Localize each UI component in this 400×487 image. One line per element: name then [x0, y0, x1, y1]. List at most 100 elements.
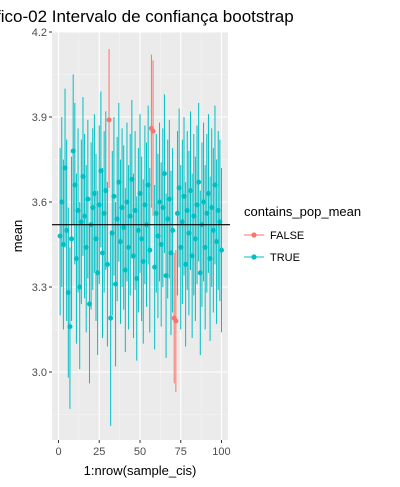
mean-point-true: [140, 259, 146, 264]
mean-point-true: [157, 199, 163, 205]
mean-point-true: [132, 208, 138, 213]
mean-point-true: [113, 281, 119, 287]
mean-point-true: [127, 213, 133, 219]
y-axis-title: mean: [10, 220, 25, 253]
x-tick-label: 75: [175, 446, 187, 458]
y-tick-label: 3.6: [32, 197, 47, 209]
mean-point-true: [64, 227, 70, 233]
y-tick-label: 3.0: [32, 367, 47, 379]
mean-point-true: [152, 264, 158, 270]
legend-key-dot-true: [251, 254, 257, 260]
x-tick-label: 50: [134, 446, 146, 458]
mean-point-true: [93, 236, 99, 242]
mean-point-true: [170, 227, 176, 233]
mean-point-true: [197, 270, 203, 276]
mean-point-true: [119, 205, 125, 211]
legend-label-false: FALSE: [270, 230, 304, 242]
mean-point-true: [176, 185, 182, 191]
mean-point-true: [135, 227, 141, 233]
mean-point-true: [60, 242, 66, 247]
mean-point-true: [161, 171, 167, 177]
mean-point-true: [82, 213, 88, 219]
mean-point-true: [178, 244, 184, 250]
y-tick-label: 4.2: [32, 27, 47, 39]
mean-point-true: [134, 276, 140, 281]
mean-point-true: [155, 233, 161, 239]
mean-point-true: [212, 182, 218, 188]
mean-point-true: [114, 216, 120, 222]
mean-point-false: [106, 117, 112, 123]
mean-point-true: [65, 290, 71, 296]
mean-point-true: [57, 233, 63, 239]
mean-point-true: [174, 210, 180, 216]
mean-point-true: [62, 165, 68, 171]
mean-point-true: [130, 253, 136, 259]
mean-point-true: [72, 182, 78, 188]
mean-point-true: [96, 202, 102, 208]
mean-point-true: [109, 230, 115, 236]
mean-point-true: [204, 210, 210, 216]
mean-point-true: [160, 205, 166, 211]
mean-point-true: [217, 219, 223, 225]
mean-point-true: [78, 219, 84, 225]
legend-entry-false: FALSE: [244, 230, 304, 242]
mean-point-true: [201, 199, 207, 205]
mean-point-true: [67, 324, 73, 330]
legend-title: contains_pop_mean: [244, 204, 361, 219]
mean-point-true: [73, 256, 79, 262]
mean-point-true: [83, 244, 89, 250]
mean-point-true: [210, 227, 216, 233]
x-axis-ticks: 0 25 50 75 100: [55, 440, 231, 458]
mean-point-true: [116, 179, 122, 185]
legend-label-true: TRUE: [270, 252, 300, 264]
x-axis-title: 1:nrow(sample_cis): [84, 463, 197, 478]
mean-point-true: [218, 247, 224, 253]
mean-point-true: [137, 191, 143, 196]
mean-point-true: [124, 199, 130, 205]
mean-point-true: [69, 236, 75, 242]
mean-point-true: [189, 253, 195, 259]
mean-point-true: [205, 191, 211, 196]
mean-point-true: [70, 148, 76, 154]
mean-point-true: [168, 250, 174, 256]
mean-point-true: [179, 219, 185, 225]
mean-point-true: [153, 210, 159, 216]
mean-point-true: [183, 261, 189, 267]
mean-point-true: [86, 301, 92, 307]
mean-point-true: [85, 196, 91, 202]
mean-point-true: [101, 210, 107, 216]
mean-point-true: [108, 315, 114, 321]
mean-point-true: [90, 205, 96, 211]
mean-point-true: [192, 236, 198, 242]
mean-point-true: [163, 273, 169, 279]
mean-point-true: [142, 202, 148, 208]
mean-point-true: [181, 193, 187, 199]
y-tick-label: 3.3: [32, 282, 47, 294]
legend: contains_pop_mean FALSE TRUE: [244, 204, 361, 264]
mean-point-true: [214, 239, 220, 245]
mean-point-true: [158, 242, 164, 247]
legend-entry-true: TRUE: [244, 252, 300, 264]
mean-point-true: [202, 244, 208, 250]
mean-point-true: [207, 256, 213, 262]
mean-point-false: [173, 318, 179, 324]
y-axis-ticks: 3.0 3.3 3.6 3.9 4.2: [32, 27, 52, 379]
y-tick-label: 3.9: [32, 112, 47, 124]
mean-point-true: [91, 191, 97, 196]
mean-point-true: [184, 208, 190, 213]
mean-point-true: [165, 216, 171, 222]
mean-point-true: [117, 239, 123, 245]
mean-point-true: [191, 213, 197, 219]
mean-point-true: [75, 208, 81, 213]
mean-point-true: [147, 247, 153, 253]
mean-point-true: [145, 182, 151, 188]
mean-point-false: [150, 128, 156, 134]
mean-point-true: [139, 236, 145, 242]
mean-point-true: [104, 261, 110, 267]
mean-point-true: [103, 188, 109, 194]
mean-point-true: [98, 168, 104, 174]
legend-key-dot-false: [251, 232, 257, 238]
mean-point-true: [95, 270, 101, 276]
mean-points: [57, 117, 224, 330]
